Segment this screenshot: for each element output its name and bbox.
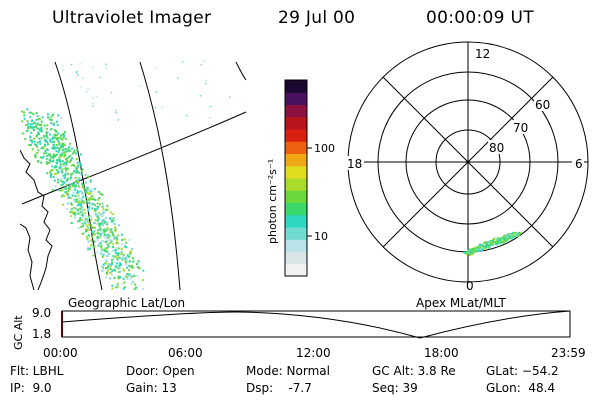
geo-latitude-line bbox=[21, 111, 247, 205]
door-status: Door: Open bbox=[126, 364, 195, 378]
geo-longitude-line bbox=[139, 61, 181, 290]
mlt-label-6: 6 bbox=[575, 157, 583, 171]
mode-status: Mode: Normal bbox=[246, 364, 330, 378]
altitude-ymax-label: 9.0 bbox=[32, 306, 52, 320]
colorbar-band bbox=[285, 214, 307, 228]
time-tick-label: 18:00 bbox=[424, 346, 459, 360]
ip-status: IP: 9.0 bbox=[10, 381, 52, 395]
colorbar-band bbox=[285, 80, 307, 93]
dsp-status: Dsp: -7.7 bbox=[246, 381, 312, 395]
colorbar-band bbox=[285, 153, 307, 167]
coastline bbox=[20, 223, 35, 290]
mlt-label-0: 0 bbox=[466, 279, 474, 293]
mlt-line-diagonal bbox=[382, 76, 554, 248]
colorbar-band bbox=[285, 104, 307, 118]
auroral-emission bbox=[21, 108, 145, 290]
color-bar: 100 10 photon cm⁻²s⁻¹ bbox=[266, 79, 335, 277]
altitude-plot-frame bbox=[61, 310, 571, 338]
time-readout: 00:00:09 UT bbox=[426, 8, 534, 28]
time-tick-label: 23:59 bbox=[551, 346, 586, 360]
polar-panel-label: Apex MLat/MLT bbox=[416, 296, 506, 310]
background-noise bbox=[60, 60, 231, 121]
colorbar-unit-label: photon cm⁻²s⁻¹ bbox=[266, 159, 279, 244]
colorbar-band bbox=[285, 129, 307, 142]
altitude-curve bbox=[61, 310, 571, 339]
date-readout: 29 Jul 00 bbox=[278, 8, 356, 28]
geo-longitude-line bbox=[54, 61, 103, 290]
colorbar-band bbox=[285, 165, 307, 179]
mlat-label-80: 80 bbox=[489, 141, 504, 155]
time-tick-label: 00:00 bbox=[43, 346, 78, 360]
geo-longitude-line bbox=[235, 61, 247, 81]
time-tick-label: 12:00 bbox=[296, 346, 331, 360]
colorbar-band bbox=[285, 190, 307, 203]
colorbar-band bbox=[285, 239, 307, 252]
auroral-emission-polar bbox=[463, 231, 522, 256]
time-tick-label: 06:00 bbox=[168, 346, 203, 360]
colorbar-band bbox=[285, 251, 307, 265]
altitude-plot: GC Alt bbox=[12, 310, 571, 350]
colorbar-tick-label: 10 bbox=[314, 230, 328, 243]
colorbar-band bbox=[285, 178, 307, 191]
gc-altitude-status: GC Alt: 3.8 Re bbox=[372, 364, 456, 378]
geo-longitude-status: GLon: 48.4 bbox=[486, 381, 556, 395]
colorbar-band bbox=[285, 92, 307, 105]
mlt-label-12: 12 bbox=[475, 47, 490, 61]
mlat-label-60: 60 bbox=[535, 98, 550, 112]
filter-status: Flt: LBHL bbox=[10, 364, 64, 378]
altitude-ymin-label: 1.8 bbox=[32, 327, 52, 341]
colorbar-tick-label: 100 bbox=[314, 142, 335, 155]
geographic-map-panel bbox=[20, 60, 247, 290]
geo-latitude-status: GLat: −54.2 bbox=[486, 364, 559, 378]
geo-panel-label: Geographic Lat/Lon bbox=[68, 296, 186, 310]
mlt-label-18: 18 bbox=[347, 157, 362, 171]
gain-status: Gain: 13 bbox=[126, 381, 177, 395]
colorbar-band bbox=[285, 227, 307, 240]
colorbar-band bbox=[285, 263, 307, 277]
polar-map-panel: 12 18 6 0 60 70 80 bbox=[346, 41, 589, 293]
app-title: Ultraviolet Imager bbox=[52, 8, 212, 28]
sequence-status: Seq: 39 bbox=[372, 381, 418, 395]
colorbar-band bbox=[285, 202, 307, 216]
colorbar-band bbox=[285, 141, 307, 154]
colorbar-band bbox=[285, 116, 307, 130]
coastline bbox=[20, 149, 53, 290]
mlat-label-70: 70 bbox=[513, 121, 528, 135]
altitude-ylabel: GC Alt bbox=[12, 315, 25, 350]
